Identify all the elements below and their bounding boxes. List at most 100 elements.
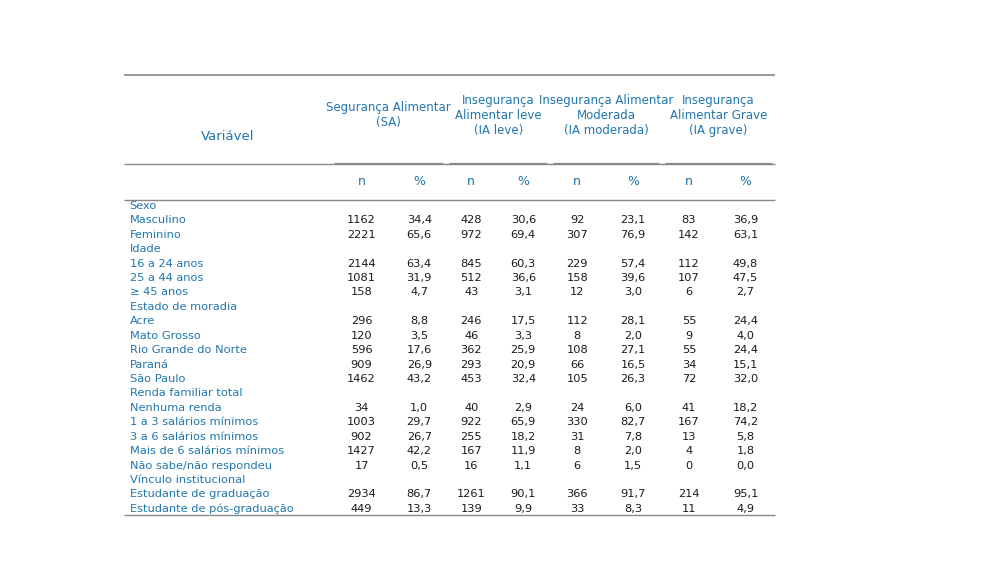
Text: 28,1: 28,1	[620, 316, 646, 326]
Text: 909: 909	[351, 360, 373, 370]
Text: Variável: Variável	[201, 130, 254, 143]
Text: 30,6: 30,6	[511, 215, 536, 225]
Text: 214: 214	[678, 490, 700, 500]
Text: 47,5: 47,5	[733, 273, 758, 283]
Text: 8,3: 8,3	[624, 504, 642, 514]
Text: 9,9: 9,9	[514, 504, 533, 514]
Text: 72: 72	[682, 374, 696, 384]
Text: 29,7: 29,7	[407, 417, 432, 427]
Text: 66: 66	[571, 360, 584, 370]
Text: 3,1: 3,1	[514, 287, 533, 297]
Text: Estudante de pós-graduação: Estudante de pós-graduação	[129, 504, 293, 514]
Text: 428: 428	[460, 215, 482, 225]
Text: 11,9: 11,9	[511, 446, 536, 456]
Text: 34,4: 34,4	[407, 215, 431, 225]
Text: Não sabe/não respondeu: Não sabe/não respondeu	[129, 460, 271, 470]
Text: Paraná: Paraná	[129, 360, 169, 370]
Text: 9: 9	[685, 331, 693, 340]
Text: 112: 112	[678, 259, 700, 269]
Text: Renda familiar total: Renda familiar total	[129, 388, 243, 398]
Text: Rio Grande do Norte: Rio Grande do Norte	[129, 345, 247, 355]
Text: 2,9: 2,9	[514, 403, 533, 413]
Text: 34: 34	[682, 360, 696, 370]
Text: 6,0: 6,0	[624, 403, 642, 413]
Text: 120: 120	[351, 331, 373, 340]
Text: 0,5: 0,5	[411, 460, 428, 470]
Text: Segurança Alimentar
(SA): Segurança Alimentar (SA)	[326, 101, 451, 129]
Text: 6: 6	[574, 460, 580, 470]
Text: 46: 46	[464, 331, 478, 340]
Text: 158: 158	[567, 273, 588, 283]
Text: 76,9: 76,9	[620, 230, 646, 240]
Text: 65,9: 65,9	[511, 417, 536, 427]
Text: 330: 330	[567, 417, 588, 427]
Text: 86,7: 86,7	[407, 490, 432, 500]
Text: 95,1: 95,1	[733, 490, 758, 500]
Text: 12: 12	[570, 287, 584, 297]
Text: 25 a 44 anos: 25 a 44 anos	[129, 273, 203, 283]
Text: 26,7: 26,7	[407, 432, 431, 442]
Text: 6: 6	[685, 287, 693, 297]
Text: Insegurança
Alimentar leve
(IA leve): Insegurança Alimentar leve (IA leve)	[455, 94, 542, 137]
Text: 55: 55	[682, 316, 696, 326]
Text: 307: 307	[567, 230, 588, 240]
Text: 41: 41	[682, 403, 696, 413]
Text: 229: 229	[567, 259, 588, 269]
Text: n: n	[574, 175, 581, 188]
Text: 65,6: 65,6	[407, 230, 431, 240]
Text: 39,6: 39,6	[620, 273, 646, 283]
Text: 1261: 1261	[457, 490, 486, 500]
Text: 18,2: 18,2	[511, 432, 536, 442]
Text: 2934: 2934	[347, 490, 376, 500]
Text: 55: 55	[682, 345, 696, 355]
Text: 43: 43	[464, 287, 478, 297]
Text: %: %	[740, 175, 751, 188]
Text: 2144: 2144	[347, 259, 376, 269]
Text: 24,4: 24,4	[733, 316, 758, 326]
Text: 512: 512	[460, 273, 482, 283]
Text: 20,9: 20,9	[511, 360, 536, 370]
Text: 139: 139	[460, 504, 482, 514]
Text: 16 a 24 anos: 16 a 24 anos	[129, 259, 203, 269]
Text: 63,4: 63,4	[407, 259, 431, 269]
Text: 24,4: 24,4	[733, 345, 758, 355]
Text: São Paulo: São Paulo	[129, 374, 185, 384]
Text: Feminino: Feminino	[129, 230, 182, 240]
Text: 15,1: 15,1	[733, 360, 758, 370]
Text: 972: 972	[460, 230, 482, 240]
Text: 8: 8	[574, 446, 580, 456]
Text: 293: 293	[460, 360, 482, 370]
Text: 25,9: 25,9	[511, 345, 536, 355]
Text: 36,6: 36,6	[511, 273, 536, 283]
Text: n: n	[685, 175, 693, 188]
Text: 1,5: 1,5	[624, 460, 642, 470]
Text: 167: 167	[678, 417, 700, 427]
Text: 92: 92	[570, 215, 584, 225]
Text: 453: 453	[460, 374, 482, 384]
Text: 596: 596	[351, 345, 373, 355]
Text: 1,0: 1,0	[411, 403, 428, 413]
Text: 1,8: 1,8	[737, 446, 754, 456]
Text: 17: 17	[354, 460, 369, 470]
Text: 107: 107	[678, 273, 700, 283]
Text: 31: 31	[570, 432, 584, 442]
Text: 32,0: 32,0	[733, 374, 758, 384]
Text: 69,4: 69,4	[511, 230, 536, 240]
Text: 11: 11	[682, 504, 696, 514]
Text: Mato Grosso: Mato Grosso	[129, 331, 201, 340]
Text: Vínculo institucional: Vínculo institucional	[129, 475, 245, 485]
Text: 246: 246	[460, 316, 482, 326]
Text: 366: 366	[567, 490, 588, 500]
Text: 1081: 1081	[347, 273, 376, 283]
Text: 82,7: 82,7	[620, 417, 646, 427]
Text: 5,8: 5,8	[737, 432, 754, 442]
Text: 60,3: 60,3	[511, 259, 536, 269]
Text: 33: 33	[570, 504, 584, 514]
Text: Nenhuma renda: Nenhuma renda	[129, 403, 222, 413]
Text: 1,1: 1,1	[514, 460, 533, 470]
Text: 40: 40	[464, 403, 478, 413]
Text: 34: 34	[354, 403, 369, 413]
Text: Acre: Acre	[129, 316, 155, 326]
Text: 27,1: 27,1	[620, 345, 646, 355]
Text: 2,0: 2,0	[624, 331, 642, 340]
